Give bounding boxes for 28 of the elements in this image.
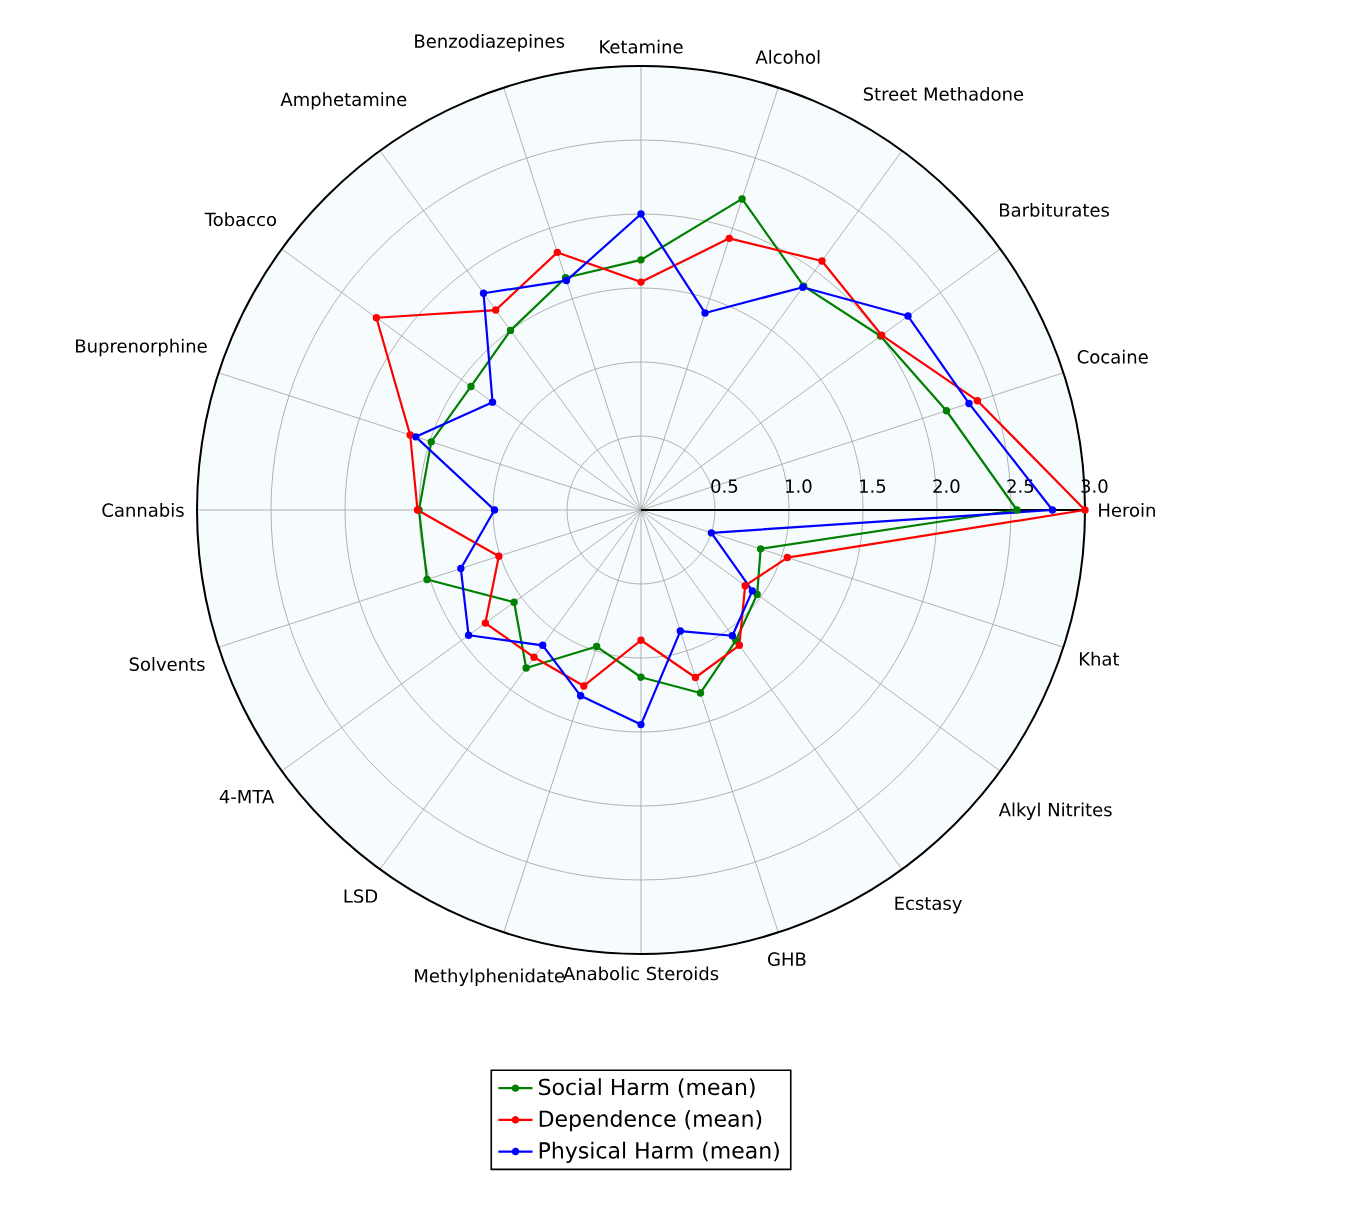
spoke-label: Cocaine — [1077, 349, 1148, 364]
spoke-label: Benzodiazepines — [415, 34, 565, 52]
legend-label: Dependence (mean) — [539, 1109, 762, 1132]
spoke-label: Khat — [1079, 651, 1120, 666]
spoke-label: Buprenorphine — [76, 338, 207, 357]
y-tick-label: 1.0 — [786, 479, 812, 493]
spoke-label: Ecstasy — [895, 896, 962, 914]
spoke-label: Barbiturates — [1000, 202, 1109, 217]
spoke-label: GHB — [768, 952, 806, 966]
spoke-label: Alcohol — [755, 49, 820, 64]
y-tick-label: 0.5 — [711, 479, 738, 493]
y-tick-label: 2.5 — [1007, 479, 1034, 493]
spoke-label: Ketamine — [600, 39, 683, 54]
spoke-label: Tobacco — [204, 212, 277, 227]
y-tick-label: 2.0 — [933, 479, 960, 493]
spoke-label: 4-MTA — [219, 790, 275, 804]
spoke-label: Heroin — [1099, 503, 1155, 517]
spoke-label: LSD — [344, 889, 378, 903]
legend-label: Physical Harm (mean) — [539, 1141, 779, 1163]
legend-label: Social Harm (mean) — [539, 1078, 755, 1098]
spoke-label: Anabolic Steroids — [563, 966, 719, 981]
spoke-label: Amphetamine — [280, 92, 407, 110]
spoke-label: Street Methadone — [863, 86, 1024, 101]
spoke-label: Methylphenidate — [415, 968, 565, 986]
spoke-label: Alkyl Nitrites — [998, 802, 1112, 820]
spoke-label: Cannabis — [102, 503, 184, 517]
y-tick-label: 1.5 — [860, 479, 886, 493]
spoke-label: Solvents — [129, 657, 205, 671]
